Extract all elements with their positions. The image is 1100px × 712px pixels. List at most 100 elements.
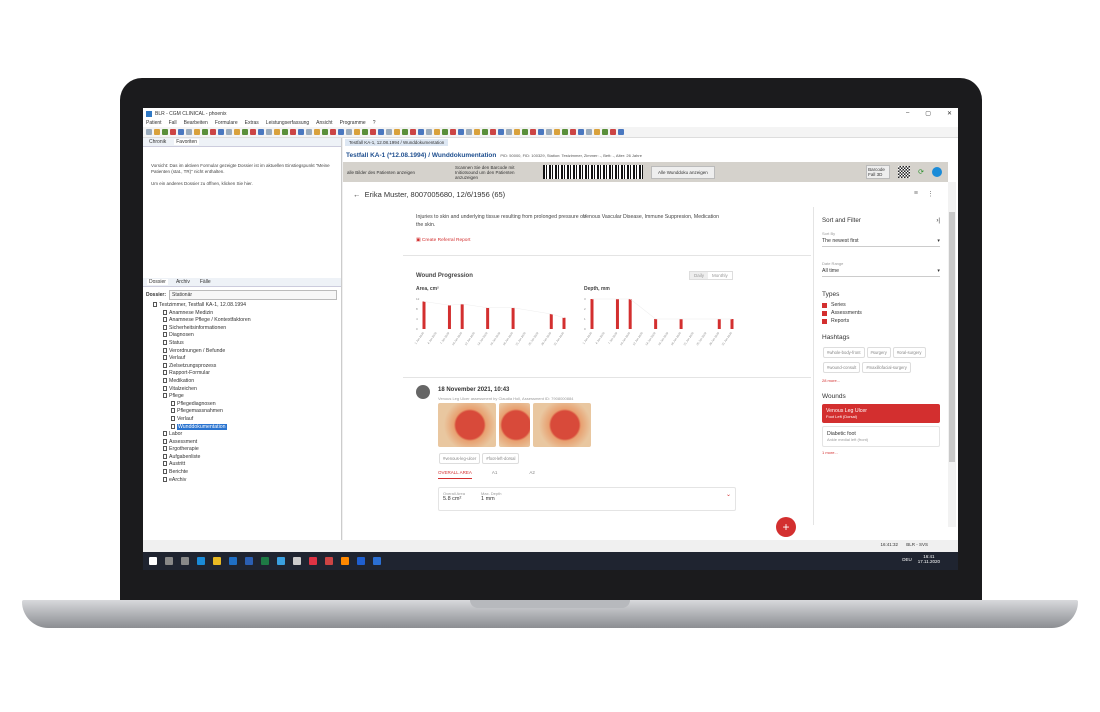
clock[interactable]: 16:41 17.11.2020 — [918, 554, 940, 564]
language-indicator[interactable]: DEU — [902, 556, 912, 562]
toolbar-button-icon[interactable] — [154, 129, 160, 135]
wound-item-selected[interactable]: Venous Leg Ulcer Foot Left (Dorsal) — [822, 404, 940, 423]
maximize-button[interactable]: ▢ — [925, 111, 931, 117]
more-icon[interactable]: ⋮ — [927, 191, 934, 198]
taskbar-app-icon[interactable] — [357, 557, 365, 565]
toolbar-button-icon[interactable] — [426, 129, 432, 135]
taskbar-app-icon[interactable] — [293, 557, 301, 565]
toolbar-button-icon[interactable] — [514, 129, 520, 135]
toolbar-button-icon[interactable] — [354, 129, 360, 135]
taskbar-app-icon[interactable] — [213, 557, 221, 565]
toolbar-button-icon[interactable] — [522, 129, 528, 135]
type-checkbox-reports[interactable]: Reports — [822, 318, 940, 324]
taskbar-app-icon[interactable] — [309, 557, 317, 565]
taskbar-app-icon[interactable] — [229, 557, 237, 565]
toolbar-button-icon[interactable] — [210, 129, 216, 135]
bar[interactable] — [422, 301, 426, 330]
toolbar-button-icon[interactable] — [546, 129, 552, 135]
menu-item[interactable]: Formulare — [214, 120, 238, 126]
toolbar-button-icon[interactable] — [554, 129, 560, 135]
toolbar-button-icon[interactable] — [314, 129, 320, 135]
tree-item[interactable]: Rapport-Formular — [147, 370, 251, 378]
toolbar-button-icon[interactable] — [562, 129, 568, 135]
tree-item[interactable]: Verordnungen / Befunde — [147, 347, 251, 356]
toolbar-button-icon[interactable] — [610, 129, 616, 135]
menu-item[interactable]: Fall — [168, 120, 177, 126]
toolbar-button-icon[interactable] — [226, 129, 232, 135]
toolbar-button-icon[interactable] — [282, 129, 288, 135]
tree-item[interactable]: Verlauf — [147, 415, 251, 424]
tree-item[interactable]: Zielsetzungsprozess — [147, 362, 251, 371]
toolbar-button-icon[interactable] — [146, 129, 152, 135]
toolbar-button-icon[interactable] — [458, 129, 464, 135]
toolbar-button-icon[interactable] — [202, 129, 208, 135]
tab-overall-area[interactable]: OVERALL AREA — [438, 470, 472, 479]
tree-item[interactable]: Pflegemassnahmen — [147, 408, 251, 416]
daily-toggle[interactable]: Daily — [690, 272, 709, 279]
bar[interactable] — [447, 305, 451, 329]
monthly-toggle[interactable]: Monthly — [712, 273, 728, 278]
wound-item[interactable]: Diabetic foot Ankle medial left (front) — [822, 426, 940, 447]
qr-icon[interactable] — [898, 166, 911, 178]
wound-image[interactable] — [533, 403, 591, 447]
open-dossier-link[interactable]: Um ein anderes Dossier zu öffnen, klicke… — [151, 181, 253, 186]
collapse-icon[interactable]: ›| — [936, 217, 940, 224]
toolbar-button-icon[interactable] — [266, 129, 272, 135]
editor-tab[interactable]: Testfall KA-1, 12.08.1994 / Wunddokument… — [345, 139, 449, 146]
toolbar-button-icon[interactable] — [498, 129, 504, 135]
toolbar-button-icon[interactable] — [530, 129, 536, 135]
toolbar-button-icon[interactable] — [242, 129, 248, 135]
taskbar-app-icon[interactable] — [277, 557, 285, 565]
hashtag-chip[interactable]: #maxillofacial-surgery — [862, 362, 911, 373]
taskbar-app-icon[interactable] — [245, 557, 253, 565]
bar[interactable] — [562, 317, 566, 329]
hashtag-chip[interactable]: #oral-surgery — [892, 347, 926, 358]
tab-a2[interactable]: A2 — [529, 470, 535, 475]
expand-chevron-icon[interactable]: ⌄ — [725, 492, 731, 498]
toolbar-button-icon[interactable] — [394, 129, 400, 135]
toolbar-button-icon[interactable] — [506, 129, 512, 135]
taskbar-app-icon[interactable] — [181, 557, 189, 565]
wound-image[interactable] — [438, 403, 496, 447]
toolbar-button-icon[interactable] — [538, 129, 544, 135]
close-button[interactable]: ✕ — [946, 111, 952, 117]
toolbar-button-icon[interactable] — [346, 129, 352, 135]
toolbar-button-icon[interactable] — [386, 129, 392, 135]
toolbar-button-icon[interactable] — [434, 129, 440, 135]
toolbar-button-icon[interactable] — [378, 129, 384, 135]
toolbar-button-icon[interactable] — [322, 129, 328, 135]
toolbar-button-icon[interactable] — [482, 129, 488, 135]
tree-item[interactable]: Berichte — [147, 469, 251, 477]
toolbar-button-icon[interactable] — [474, 129, 480, 135]
toolbar-button-icon[interactable] — [466, 129, 472, 135]
taskbar-app-icon[interactable] — [261, 557, 269, 565]
toolbar-button-icon[interactable] — [338, 129, 344, 135]
toolbar-button-icon[interactable] — [570, 129, 576, 135]
bar[interactable] — [679, 319, 683, 329]
taskbar-app-icon[interactable] — [165, 557, 173, 565]
tag-chip[interactable]: #venous-leg-ulcer — [439, 453, 481, 464]
edge-icon[interactable] — [932, 167, 942, 177]
toolbar-button-icon[interactable] — [258, 129, 264, 135]
menu-item[interactable]: Leistungserfassung — [265, 120, 310, 126]
tab-dossier[interactable]: Dossier — [147, 279, 168, 285]
tree-item[interactable]: Verlauf — [147, 355, 251, 363]
toolbar-button-icon[interactable] — [442, 129, 448, 135]
toolbar-button-icon[interactable] — [490, 129, 496, 135]
taskbar-app-icon[interactable] — [341, 557, 349, 565]
toolbar-button-icon[interactable] — [170, 129, 176, 135]
tree-item[interactable]: Aufgabenliste — [147, 453, 251, 462]
tree-item[interactable]: Testzimmer, Testfall KA-1, 12.08.1994 — [147, 302, 251, 310]
bar[interactable] — [486, 307, 490, 329]
menu-item[interactable]: Extras — [244, 120, 259, 126]
type-checkbox-assessments[interactable]: Assessments — [822, 310, 940, 316]
menu-item[interactable]: Ansicht — [316, 120, 333, 126]
toolbar-button-icon[interactable] — [250, 129, 256, 135]
tree-item[interactable]: Ergotherapie — [147, 446, 251, 454]
toolbar-button-icon[interactable] — [298, 129, 304, 135]
taskbar-app-icon[interactable] — [325, 557, 333, 565]
tab-chronik[interactable]: Chronik — [149, 139, 167, 145]
taskbar-app-icon[interactable] — [149, 557, 157, 565]
hashtag-chip[interactable]: #surgery — [866, 347, 891, 358]
bar[interactable] — [615, 299, 619, 329]
